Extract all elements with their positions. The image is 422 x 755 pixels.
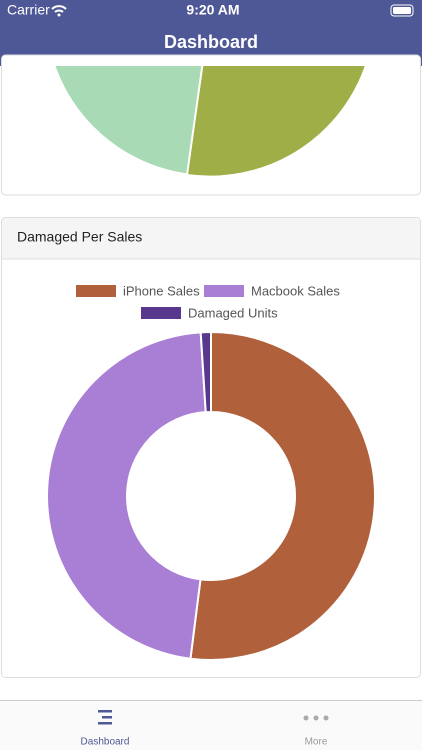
chart-title: Damaged Per Sales: [17, 229, 142, 245]
card-header: [2, 218, 420, 259]
wifi-icon: [51, 5, 67, 13]
battery: [390, 4, 414, 17]
icon-bar: [98, 710, 112, 713]
time: 9:20 AM: [186, 2, 239, 18]
wifi-dot: [57, 13, 61, 17]
legend-swatch: [76, 285, 116, 297]
legend-label: Macbook Sales: [251, 283, 340, 298]
dashboard-icon[interactable]: [98, 710, 112, 725]
pie-slice-olive: [185, 66, 367, 178]
legend-label: Damaged Units: [188, 305, 278, 320]
legend-swatch: [204, 285, 244, 297]
icon-bar: [102, 716, 112, 719]
legend-label: iPhone Sales: [123, 283, 200, 298]
doughnut-slice: [199, 330, 212, 414]
battery-level: [393, 7, 411, 14]
icon-dot: [313, 715, 319, 721]
icon-bar: [98, 722, 112, 725]
more-icon[interactable]: [303, 715, 329, 721]
doughnut-slice: [46, 331, 207, 660]
tab-label[interactable]: More: [305, 737, 328, 748]
top-pie: [53, 66, 367, 178]
nav-title: Dashboard: [164, 32, 258, 52]
doughnut-slice: [189, 330, 376, 661]
doughnut-chart: iPhone Sales Macbook Sales Damaged Units: [46, 283, 376, 661]
tab-bar: [0, 700, 422, 750]
carrier: Carrier: [7, 2, 50, 18]
legend-swatch: [141, 307, 181, 319]
icon-dot: [323, 715, 329, 721]
tab-label[interactable]: Dashboard: [81, 737, 130, 748]
icon-dot: [303, 715, 309, 721]
